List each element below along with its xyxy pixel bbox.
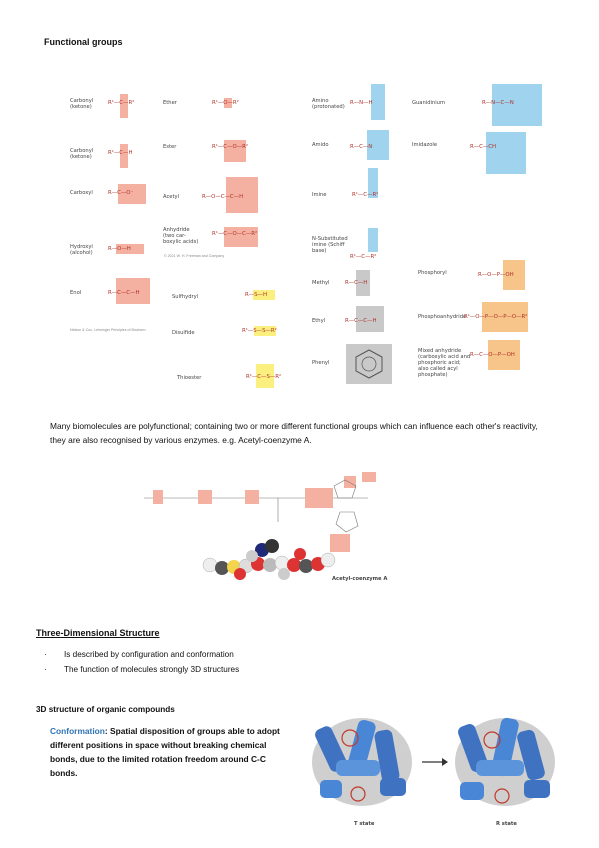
group-formula: R—C—O—P—OH	[470, 352, 515, 358]
group-formula: R¹—O—R²	[212, 100, 239, 106]
group-label: Phenyl	[312, 360, 330, 366]
group-formula: R¹—C—R²	[350, 254, 377, 260]
group-label: Thioester	[177, 375, 202, 381]
group-label: Mixed anhydride (carboxylic acid and pho…	[418, 348, 471, 378]
bullet-item: Is described by configuration and confor…	[36, 647, 336, 662]
group-formula: R¹—C—O—C—R²	[212, 231, 258, 237]
group-label: Ether	[163, 100, 177, 106]
group-formula: R—C—H	[345, 280, 368, 286]
group-label: Methyl	[312, 280, 330, 286]
group-label: Disulfide	[172, 330, 195, 336]
group-label: Phosphoryl	[418, 270, 447, 276]
group-label: Imidazole	[412, 142, 438, 148]
group-label: Sulfhydryl	[172, 294, 199, 300]
group-formula: R—O—P—OH	[478, 272, 514, 278]
group-label: Carboxyl	[70, 190, 93, 196]
figure-credit: Nelson & Cox, Lehninger Principles of Bi…	[70, 328, 146, 332]
space-filling-model	[202, 539, 336, 580]
group-formula: R¹—C—R²	[352, 192, 379, 198]
group-formula: R—N—H	[350, 100, 373, 106]
group-formula: R—C—CH	[470, 144, 497, 150]
figure-caption: Acetyl-coenzyme A	[332, 576, 388, 582]
conformation-definition: Conformation: Spatial disposition of gro…	[50, 724, 290, 780]
group-formula: R—C—O⁻	[108, 190, 134, 196]
group-label: Amino (protonated)	[312, 98, 345, 110]
protein-structures-illustration	[312, 717, 555, 806]
group-formula: R¹—S—S—R²	[242, 328, 277, 334]
group-label: Hydroxyl (alcohol)	[70, 244, 93, 256]
group-label: Acetyl	[163, 194, 180, 200]
group-formula: R—C—N	[350, 144, 373, 150]
phenyl-ring-icon	[355, 349, 383, 379]
group-label: Ethyl	[312, 318, 326, 324]
bullet-item: The function of molecules strongly 3D st…	[36, 662, 336, 677]
bullet-list: Is described by configuration and confor…	[36, 647, 336, 677]
group-formula: R¹—C—H	[108, 150, 133, 156]
group-label: Carbonyl (ketone)	[70, 98, 94, 110]
group-label: Guanidinium	[412, 100, 446, 106]
definition-text: : Spatial disposition of groups able to …	[50, 726, 280, 778]
page-title: Functional groups	[44, 37, 123, 47]
group-formula: R¹—C—R²	[108, 100, 135, 106]
subsection-heading: 3D structure of organic compounds	[36, 705, 175, 714]
group-label: Phosphoanhydride	[418, 314, 467, 320]
section-heading-3d: Three-Dimensional Structure	[36, 628, 160, 638]
group-formula: R¹—O—P—O—P—O—R²	[464, 314, 528, 320]
state-label-t: T state	[354, 821, 375, 827]
group-label: N-Substituted imine (Schiff base)	[312, 236, 348, 254]
figure-credit: © 2021 W. H. Freeman and Company	[164, 254, 225, 258]
group-formula: R¹—C—O—R²	[212, 144, 248, 150]
group-label: Imine	[312, 192, 327, 198]
group-formula: R—O—H	[108, 246, 131, 252]
group-label: Amido	[312, 142, 329, 148]
group-label: Ester	[163, 144, 177, 150]
protein-conformation-figure: T state R state	[300, 700, 580, 832]
group-formula: R¹—C—S—R²	[246, 374, 282, 380]
group-formula: R—C—C—H	[345, 318, 377, 324]
paragraph-polyfunctional: Many biomolecules are polyfunctional; co…	[50, 421, 538, 445]
group-formula: R—N—C—N	[482, 100, 514, 106]
group-formula: R—S—H	[245, 292, 268, 298]
group-formula: R—O—C—C—H	[202, 194, 244, 200]
functional-groups-figure: Carbonyl (ketone) R¹—C—R² Carbonyl (keto…	[60, 80, 550, 390]
group-label: Anhydride (two car- boxylic acids)	[163, 227, 199, 245]
state-label-r: R state	[496, 821, 517, 827]
group-label: Enol	[70, 290, 82, 296]
acetyl-coa-diagram	[144, 472, 376, 580]
term-conformation: Conformation	[50, 726, 105, 736]
acetyl-coa-figure: Acetyl-coenzyme A	[140, 470, 387, 590]
group-label: Carbonyl (ketone)	[70, 148, 94, 160]
group-formula: R—C—C—H	[108, 290, 140, 296]
